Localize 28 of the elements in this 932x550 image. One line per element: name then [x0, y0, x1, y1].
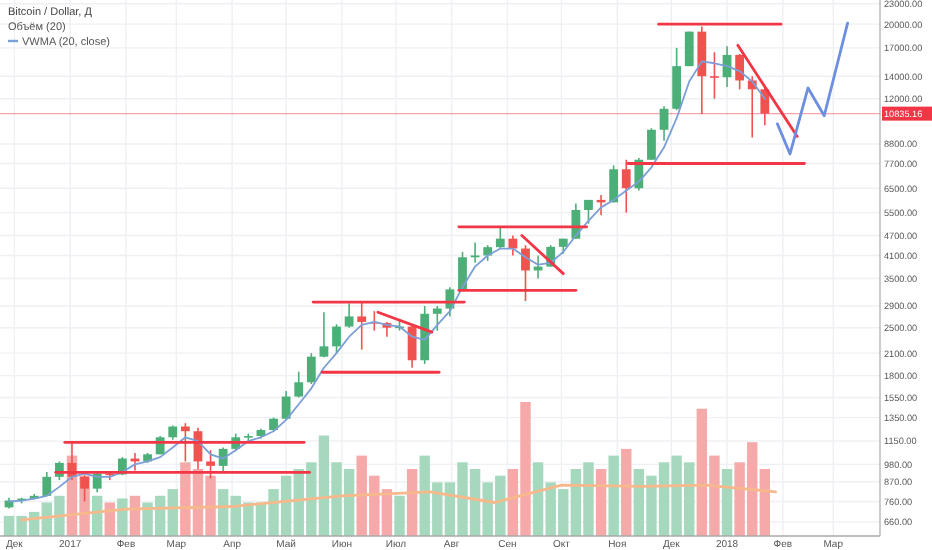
candlestick	[495, 226, 505, 250]
candlestick	[319, 311, 329, 359]
candlestick	[306, 352, 316, 385]
candlestick	[470, 241, 480, 264]
candlestick	[332, 323, 341, 354]
candlestick	[357, 301, 367, 351]
candlestick	[735, 53, 745, 91]
bar	[608, 455, 619, 536]
candlestick	[508, 234, 518, 257]
bar	[394, 495, 405, 536]
candlestick	[281, 390, 291, 421]
candlestick	[710, 51, 719, 100]
candlestick	[294, 370, 304, 399]
candlestick	[697, 25, 707, 115]
candlestick	[432, 305, 442, 332]
bar	[721, 469, 733, 536]
candlestick	[344, 302, 354, 329]
candlestick	[659, 105, 669, 142]
line-series	[776, 21, 850, 156]
bar	[406, 469, 418, 536]
candlestick	[407, 325, 417, 369]
candlestick	[621, 158, 631, 214]
bar	[621, 448, 632, 536]
candlestick	[672, 47, 682, 111]
candlestick	[218, 446, 228, 473]
candlestick	[647, 127, 656, 161]
bar	[595, 469, 607, 536]
bar	[117, 498, 128, 536]
